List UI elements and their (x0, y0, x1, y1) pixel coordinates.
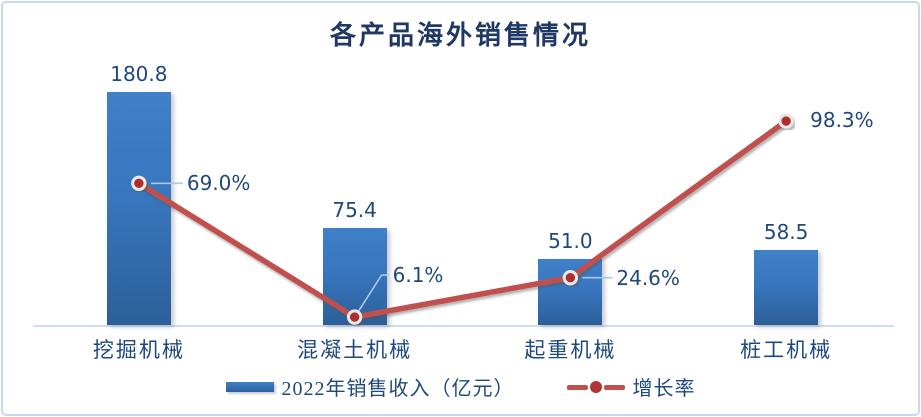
growth-value-label: 98.3% (810, 108, 874, 132)
growth-value-label: 24.6% (616, 265, 680, 290)
category-label: 桩工机械 (740, 338, 833, 362)
legend-item-growth[interactable]: 增长率 (566, 372, 696, 401)
category-label: 起重机械 (524, 338, 617, 362)
bar-value-label: 180.8 (110, 62, 168, 86)
line-marker-icon (562, 270, 579, 286)
bar (106, 92, 171, 325)
legend-label-revenue: 2022年销售收入（亿元） (281, 378, 515, 400)
legend: 2022年销售收入（亿元） 增长率 (3, 372, 918, 401)
x-axis-line (33, 325, 894, 327)
growth-line (137, 118, 788, 320)
label-leader-line (357, 274, 389, 312)
line-marker-icon (778, 113, 794, 129)
bar (754, 249, 819, 325)
bar-value-label: 51.0 (548, 229, 593, 254)
bar-series-swatch-icon (225, 381, 274, 392)
line-marker-icon (346, 309, 363, 325)
chart-title: 各产品海外销售情况 (329, 21, 591, 50)
line-series-swatch-icon (566, 380, 625, 393)
bar-value-label: 58.5 (763, 219, 809, 244)
bar (322, 227, 387, 325)
growth-value-label: 6.1% (392, 263, 444, 288)
bar-value-label: 75.4 (332, 197, 377, 222)
legend-label-growth: 增长率 (632, 378, 696, 400)
category-label: 混凝土机械 (297, 338, 413, 362)
growth-value-label: 69.0% (186, 171, 251, 196)
growth-line-layer (131, 113, 794, 325)
plot-area: 180.8 75.4 51.0 58.5 挖掘机械 混凝土机械 起重机械 桩工机械 69.0%… (3, 3, 918, 414)
category-label: 挖掘机械 (92, 338, 185, 362)
legend-item-revenue[interactable]: 2022年销售收入（亿元） (225, 372, 515, 401)
line-marker-icon (131, 175, 147, 192)
